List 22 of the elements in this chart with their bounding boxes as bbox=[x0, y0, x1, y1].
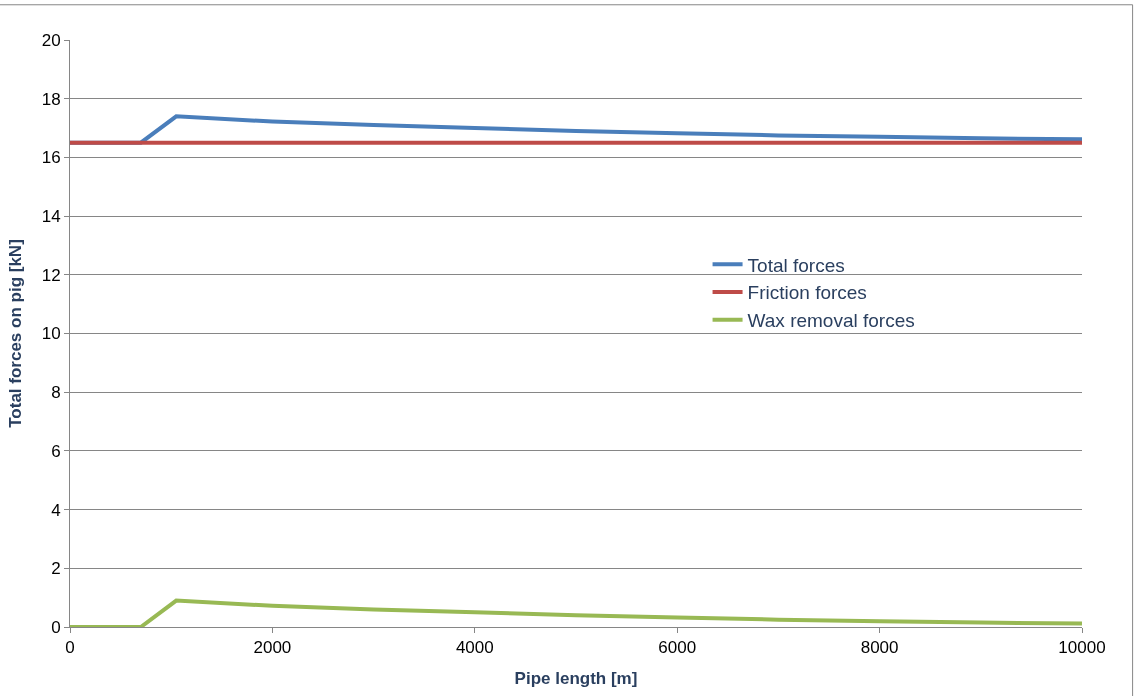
y-tick-label: 10 bbox=[41, 324, 61, 344]
y-tick-label: 16 bbox=[41, 148, 61, 168]
y-axis-title: Total forces on pig [kN] bbox=[6, 239, 26, 428]
y-tick-label: 18 bbox=[41, 89, 61, 109]
y-tick-label: 12 bbox=[41, 265, 61, 285]
y-tick-label: 20 bbox=[41, 30, 61, 50]
legend-label: Total forces bbox=[747, 254, 845, 276]
x-axis-title: Pipe length [m] bbox=[514, 668, 638, 688]
y-tick-label: 2 bbox=[51, 559, 61, 579]
y-tick-label: 8 bbox=[51, 383, 61, 403]
x-tick-label: 6000 bbox=[658, 638, 697, 658]
legend-label: Friction forces bbox=[747, 282, 867, 304]
y-tick-label: 6 bbox=[51, 441, 61, 461]
x-tick-label: 2000 bbox=[253, 638, 292, 658]
x-tick-label: 4000 bbox=[455, 638, 494, 658]
x-tick-label: 8000 bbox=[860, 638, 899, 658]
x-tick-label: 10000 bbox=[1058, 638, 1106, 658]
y-tick-label: 0 bbox=[51, 617, 61, 637]
legend-label: Wax removal forces bbox=[747, 310, 915, 332]
y-tick-label: 4 bbox=[51, 500, 61, 520]
x-tick-label: 0 bbox=[65, 638, 75, 658]
y-tick-label: 14 bbox=[41, 207, 61, 227]
